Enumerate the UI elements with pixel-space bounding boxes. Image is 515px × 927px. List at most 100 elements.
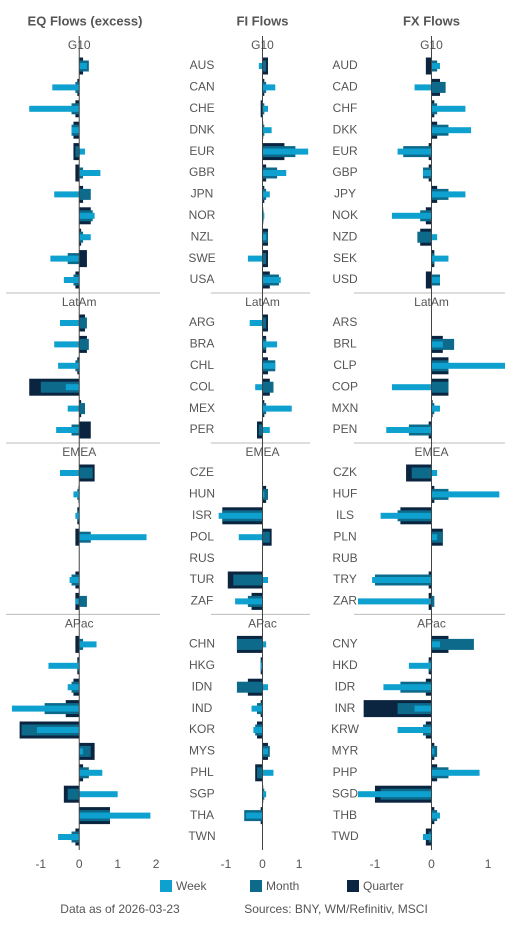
category-label: MYS	[189, 744, 215, 758]
x-tick-label: -1	[370, 857, 381, 871]
category-label: AUD	[332, 58, 358, 72]
category-label: BRA	[190, 337, 215, 351]
bar	[414, 705, 432, 712]
category-label: ZAR	[333, 594, 357, 608]
category-label: ARG	[189, 315, 215, 329]
bar	[431, 595, 435, 607]
bar	[79, 595, 87, 607]
category-label: CHN	[189, 637, 215, 651]
category-label: CAN	[189, 80, 214, 94]
bar	[257, 767, 263, 779]
as-of: Data as of 2026-03-23	[60, 902, 180, 916]
x-tick-label: 2	[153, 857, 160, 871]
category-label: NZL	[191, 229, 214, 243]
bar	[67, 405, 80, 412]
bar	[262, 317, 267, 329]
bar	[262, 381, 274, 393]
panel-title: FX Flows	[403, 13, 460, 28]
category-label: IND	[192, 701, 213, 715]
bar	[40, 381, 80, 393]
bar	[431, 341, 443, 348]
bar	[262, 105, 268, 112]
bar	[423, 834, 432, 840]
bar	[67, 788, 80, 800]
category-label: CHF	[333, 101, 358, 115]
bar	[262, 488, 268, 500]
bar	[262, 84, 276, 91]
legend-swatch	[347, 880, 359, 892]
bar	[262, 769, 274, 776]
category-label: PHL	[190, 765, 214, 779]
category-label: PEN	[333, 422, 358, 436]
bar	[60, 470, 80, 476]
bar	[11, 705, 80, 712]
category-label: CZE	[190, 465, 214, 479]
bar	[79, 403, 85, 415]
category-label: CLP	[333, 358, 356, 372]
bar	[79, 317, 87, 329]
bar	[262, 341, 278, 348]
bar	[431, 748, 435, 755]
category-label: ISR	[192, 508, 212, 522]
bar	[79, 338, 89, 350]
bar	[79, 769, 103, 776]
bar	[65, 384, 80, 391]
bar	[258, 424, 263, 436]
category-label: INR	[335, 701, 356, 715]
sources: Sources: BNY, WM/Refinitiv, MSCI	[244, 902, 428, 916]
category-label: TUR	[190, 572, 215, 586]
category-label: TRY	[333, 572, 357, 586]
bar	[417, 231, 432, 243]
category-label: HKD	[332, 658, 358, 672]
bar	[386, 427, 432, 433]
category-label: USD	[332, 272, 358, 286]
bar	[58, 362, 80, 369]
category-label: CAD	[332, 80, 358, 94]
bar	[79, 745, 91, 757]
bar	[408, 662, 432, 669]
category-label: POL	[190, 529, 214, 543]
bar	[75, 528, 80, 546]
bar	[48, 662, 80, 669]
category-label: DNK	[189, 122, 214, 136]
category-label: SEK	[333, 251, 357, 265]
bar	[262, 170, 287, 176]
bar	[262, 577, 268, 583]
bar	[431, 105, 466, 112]
category-label: NOK	[332, 208, 358, 222]
category-label: ARS	[333, 315, 358, 329]
bar	[372, 577, 432, 583]
bar	[262, 253, 267, 265]
bar	[79, 534, 147, 541]
bar	[73, 491, 80, 498]
bar	[262, 127, 272, 134]
bar	[425, 57, 432, 75]
category-label: KOR	[189, 722, 215, 736]
bar	[431, 638, 474, 650]
bar	[425, 271, 432, 289]
bar	[258, 63, 263, 69]
category-label: THB	[333, 808, 357, 822]
category-label: KRW	[331, 722, 359, 736]
bar	[262, 191, 270, 198]
category-label: GBR	[189, 165, 215, 179]
bar	[36, 727, 80, 733]
bar	[60, 320, 80, 326]
panel-title: FI Flows	[237, 13, 289, 28]
category-label: ZAF	[191, 594, 214, 608]
legend-label: Quarter	[363, 879, 404, 893]
bar	[235, 598, 263, 605]
bar	[262, 148, 309, 155]
category-label: PER	[190, 422, 215, 436]
category-label: NOR	[189, 208, 216, 222]
bar	[75, 512, 80, 519]
category-label: PHP	[333, 765, 358, 779]
category-label: HUF	[333, 487, 358, 501]
bar	[262, 362, 276, 369]
category-label: CHE	[189, 101, 214, 115]
bar	[249, 320, 263, 326]
bar	[247, 255, 263, 262]
bar	[262, 641, 267, 648]
bar	[262, 234, 267, 241]
